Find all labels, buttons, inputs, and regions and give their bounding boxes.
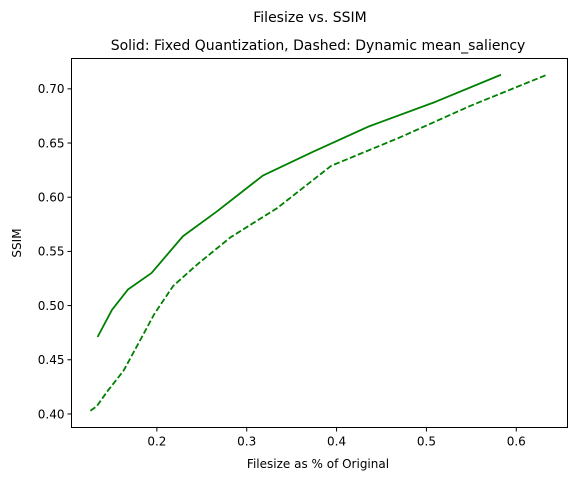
x-tick-label: 0.3: [237, 435, 256, 449]
series-line-dashed: [89, 73, 548, 412]
y-tick-label: 0.70: [38, 82, 65, 96]
y-axis: 0.40 0.45 0.50 0.55 0.60 0.65 0.70: [38, 82, 72, 421]
axes-frame: [71, 58, 568, 428]
y-tick-label: 0.55: [38, 245, 65, 259]
series-line-solid: [96, 73, 502, 338]
y-tick-label: 0.45: [38, 353, 65, 367]
plot-area: [89, 73, 548, 412]
chart-title: Solid: Fixed Quantization, Dashed: Dynam…: [111, 38, 526, 54]
y-axis-label: SSIM: [10, 228, 24, 257]
y-tick-label: 0.40: [38, 407, 65, 421]
x-tick-label: 0.6: [507, 435, 526, 449]
chart-suptitle: Filesize vs. SSIM: [253, 10, 366, 26]
x-axis: 0.2 0.3 0.4 0.5 0.6: [147, 427, 526, 449]
y-tick-label: 0.65: [38, 136, 65, 150]
y-tick-label: 0.60: [38, 191, 65, 205]
x-tick-label: 0.2: [147, 435, 166, 449]
x-tick-label: 0.4: [327, 435, 346, 449]
x-axis-label: Filesize as % of Original: [247, 457, 389, 471]
x-tick-label: 0.5: [417, 435, 436, 449]
y-tick-label: 0.50: [38, 299, 65, 313]
